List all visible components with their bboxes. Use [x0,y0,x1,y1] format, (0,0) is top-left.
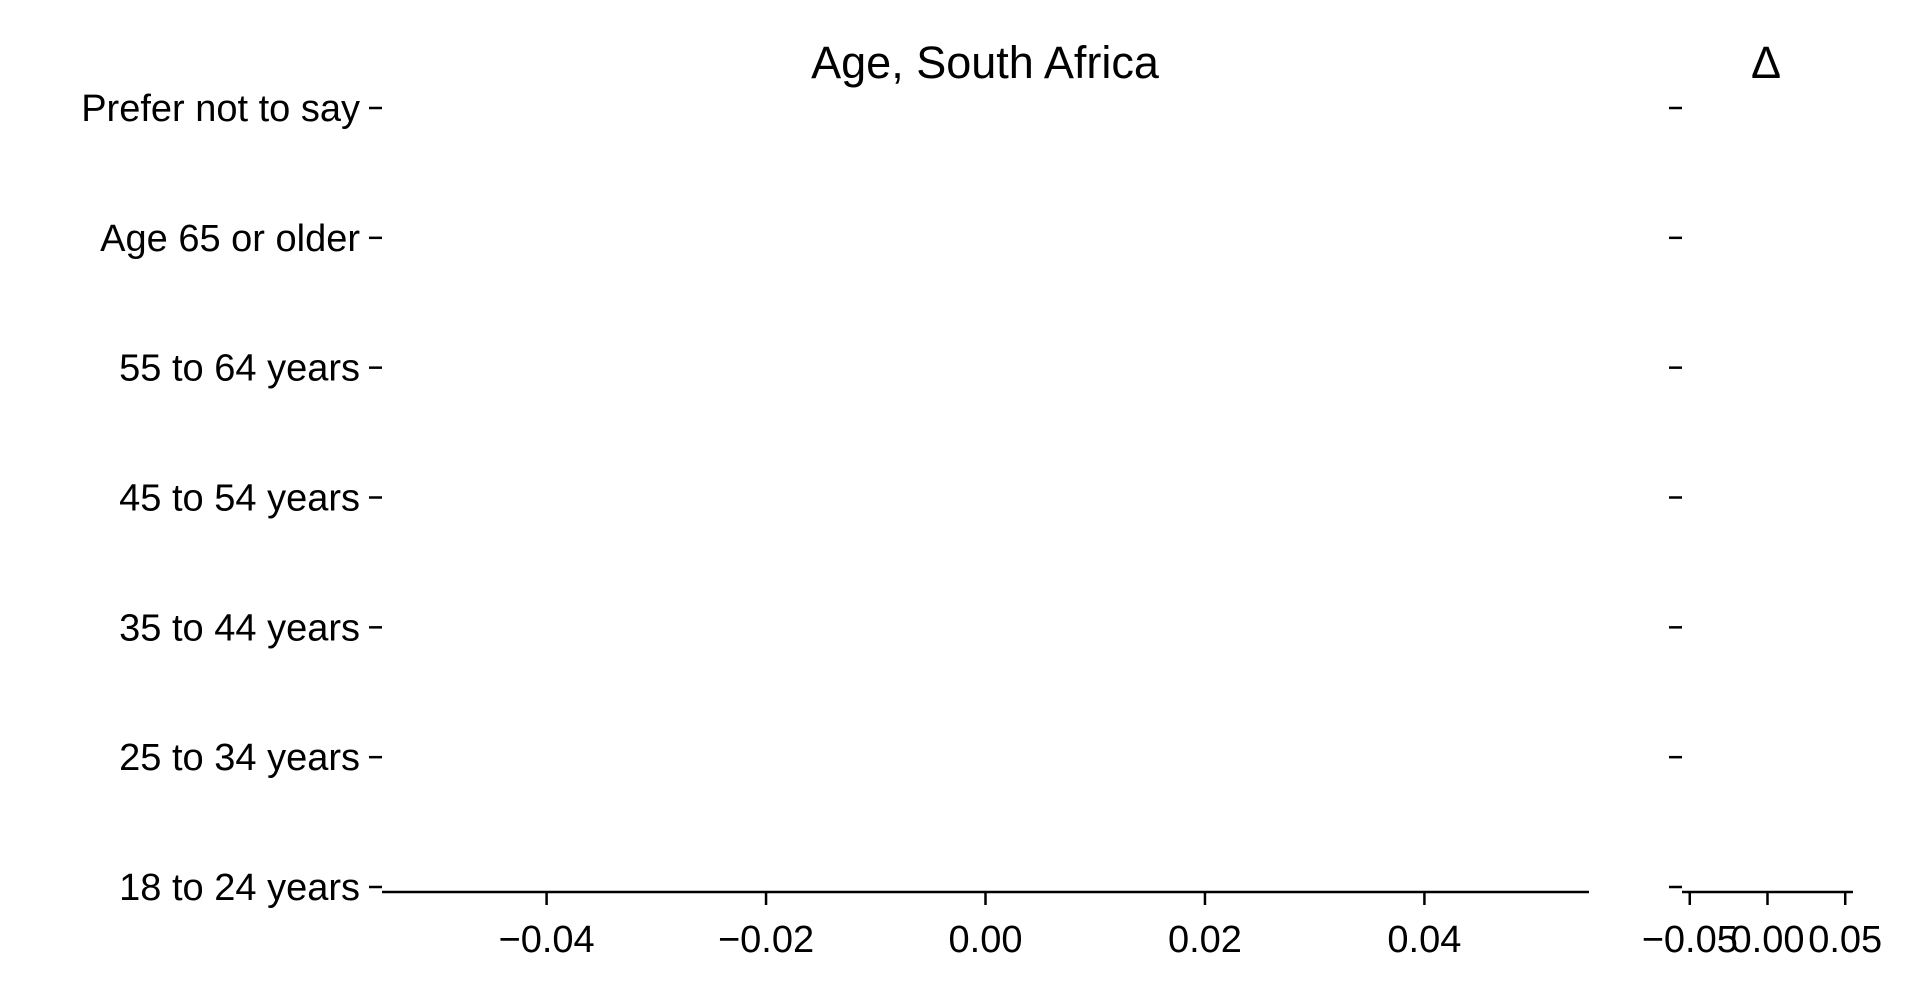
y-tick-label: Age 65 or older [100,218,360,260]
main-y-ticks: 18 to 24 years 25 to 34 years 35 to 44 yea… [81,88,382,909]
delta-x-tick-label: −0.05 [1642,919,1738,961]
delta-chart-title: Δ [1751,37,1781,88]
y-tick-label: Prefer not to say [81,88,360,130]
y-tick-label: 55 to 64 years [119,348,360,390]
main-x-ticks: −0.04 −0.02 0.00 0.02 0.04 [499,892,1461,961]
delta-x-tick-label: 0.00 [1731,919,1805,961]
y-tick-label: 45 to 54 years [119,478,360,520]
main-x-tick-label: 0.00 [949,919,1023,961]
main-x-tick-label: −0.02 [718,919,814,961]
delta-x-ticks: −0.050.00 0.05 [1642,892,1882,961]
main-x-tick-label: 0.02 [1168,919,1242,961]
y-tick-label: 35 to 44 years [119,607,360,649]
delta-y-ticks [1669,106,1682,889]
main-chart-title: Age, South Africa [811,37,1160,88]
y-tick-label: 18 to 24 years [119,867,360,909]
delta-x-tick-label: 0.05 [1808,919,1882,961]
y-tick-label: 25 to 34 years [119,737,360,779]
main-panel: Age, South Africa 18 to 24 years 25 to 34… [81,37,1589,961]
delta-panel: Δ −0.050.00 0.05 [1642,37,1883,961]
main-x-tick-label: −0.04 [499,919,595,961]
main-x-tick-label: 0.04 [1387,919,1461,961]
